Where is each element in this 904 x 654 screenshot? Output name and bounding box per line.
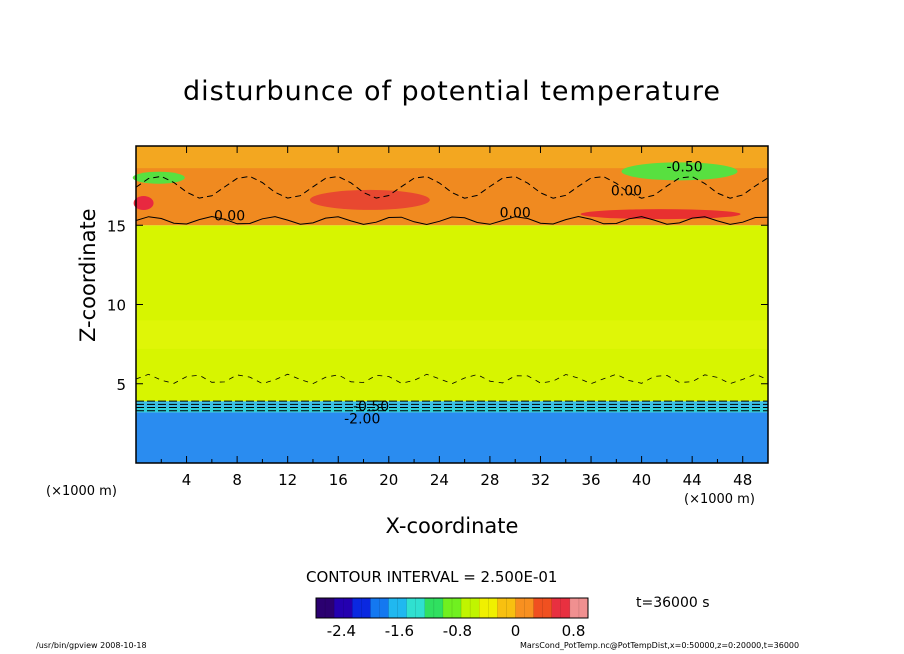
contour-label-2: 0.00 xyxy=(611,183,642,199)
contour-label-5: -2.00 xyxy=(344,412,380,428)
colorbar-cell-2 xyxy=(352,598,371,618)
contour-interval: CONTOUR INTERVAL = 2.500E-01 xyxy=(306,568,558,586)
x-tick-label-4: 4 xyxy=(182,471,192,489)
x-tick-label-12: 12 xyxy=(278,471,297,489)
colorbar-cell-14 xyxy=(569,598,589,618)
contour-label-3: -0.50 xyxy=(666,160,702,176)
colorbar-cell-5 xyxy=(406,598,426,618)
layer-2 xyxy=(136,225,768,402)
mid-light-band xyxy=(136,320,768,349)
chart-title: disturbunce of potential temperature xyxy=(183,76,721,107)
contour-line-top xyxy=(135,215,769,226)
colorbar-cell-8 xyxy=(461,598,480,618)
x-unit-left: (×1000 m) xyxy=(46,484,117,499)
time-label: t=36000 s xyxy=(636,595,710,611)
colorbar-tick-2: -0.8 xyxy=(443,622,472,640)
colorbar-tick-0: -2.4 xyxy=(327,622,356,640)
x-tick-label-48: 48 xyxy=(733,471,752,489)
contour-label-4: -0.50 xyxy=(353,399,389,415)
contour-line-mid xyxy=(135,373,769,385)
layer-1 xyxy=(136,401,768,413)
colorbar-cell-9 xyxy=(479,598,498,618)
colorbar-cell-1 xyxy=(334,598,353,618)
x-tick-label-8: 8 xyxy=(232,471,242,489)
colorbar-cell-11 xyxy=(515,598,535,618)
plot-detail xyxy=(132,146,769,413)
x-tick-label-28: 28 xyxy=(480,471,499,489)
colorbar-cell-3 xyxy=(370,598,390,618)
colorbar-cell-12 xyxy=(533,598,553,618)
footer-source: MarsCond_PotTemp.nc@PotTempDist,x=0:5000… xyxy=(520,641,800,650)
colorbar-frame xyxy=(315,597,589,619)
layer-0 xyxy=(136,412,768,463)
colorbar-tick-1: -1.6 xyxy=(385,622,414,640)
footer-program: /usr/bin/gpview 2008-10-18 xyxy=(36,641,147,650)
colorbar-cell-10 xyxy=(497,598,516,618)
warm-patch-left xyxy=(133,196,154,211)
x-tick-label-24: 24 xyxy=(430,471,449,489)
colorbar: -2.4 -1.6 -0.8 0 0.8 xyxy=(315,597,589,640)
warm-patch-center xyxy=(309,189,430,210)
warm-patch-right xyxy=(580,209,741,220)
x-ticks: 4 8 12 16 20 24 28 32 36 40 44 48 xyxy=(160,146,769,489)
contour-line-upper xyxy=(135,175,769,199)
colorbar-tick-3: 0 xyxy=(511,622,521,640)
colorbar-cell-4 xyxy=(388,598,408,618)
x-axis-label: X-coordinate xyxy=(385,514,519,538)
x-tick-label-20: 20 xyxy=(379,471,398,489)
lower-transition-band xyxy=(136,407,768,413)
x-tick-label-44: 44 xyxy=(683,471,702,489)
y-tick-label-10: 10 xyxy=(107,297,126,315)
cool-patch-right xyxy=(621,162,738,181)
x-tick-label-32: 32 xyxy=(531,471,550,489)
upper-warm-band xyxy=(136,146,768,169)
contour-label-0: 0.00 xyxy=(214,209,245,225)
colorbar-cell-7 xyxy=(442,598,462,618)
colorbar-tick-4: 0.8 xyxy=(562,622,586,640)
plot-layers xyxy=(136,146,768,463)
contour-labels: 0.00 0.000.00-0.50-0.50-2.00 xyxy=(214,160,703,428)
x-unit-right: (×1000 m) xyxy=(684,492,755,507)
y-tick-label-15: 15 xyxy=(107,217,126,235)
x-tick-label-36: 36 xyxy=(581,471,600,489)
contour-label-1: 0.00 xyxy=(500,206,531,222)
colorbar-cell-0 xyxy=(316,598,335,618)
cool-patch-left xyxy=(132,171,185,184)
y-tick-label-5: 5 xyxy=(116,376,126,394)
colorbar-cell-6 xyxy=(424,598,444,618)
y-ticks: 5 10 15 xyxy=(107,217,768,394)
x-tick-label-16: 16 xyxy=(329,471,348,489)
colorbar-cell-13 xyxy=(551,598,571,618)
x-tick-label-40: 40 xyxy=(632,471,651,489)
